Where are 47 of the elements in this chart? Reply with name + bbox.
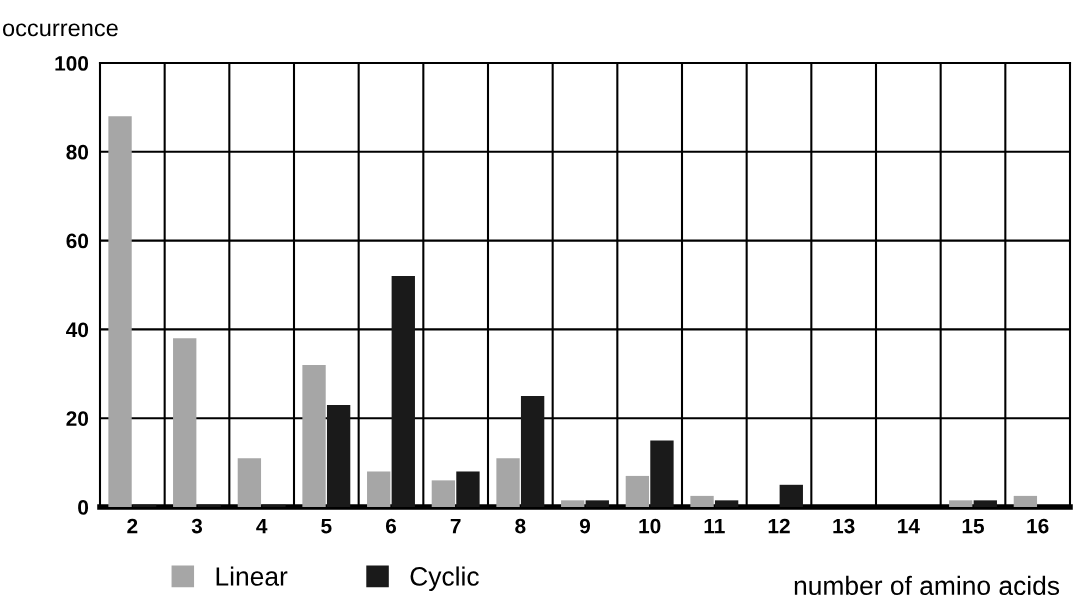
x-tick-label: 3 xyxy=(191,518,203,534)
x-tick-label: 13 xyxy=(833,518,855,534)
bar xyxy=(456,471,480,507)
bar xyxy=(431,480,456,507)
x-tick-label: 6 xyxy=(385,518,397,534)
x-tick-label: 2 xyxy=(127,518,138,534)
legend-label: Cyclic xyxy=(410,566,479,592)
y-tick-label: 0 xyxy=(78,500,89,515)
y-axis-title: occurrence xyxy=(2,23,118,37)
bar xyxy=(391,276,415,507)
y-tick-label: 80 xyxy=(66,144,89,160)
bar xyxy=(173,338,197,507)
x-tick-label: 7 xyxy=(450,518,461,534)
bar xyxy=(1013,495,1038,507)
bar xyxy=(625,475,650,507)
bar xyxy=(326,404,351,507)
bar xyxy=(779,484,803,507)
bar xyxy=(650,440,674,507)
bar xyxy=(302,364,326,507)
x-tick-label: 9 xyxy=(579,518,591,534)
x-tick-label: 12 xyxy=(768,518,790,534)
bar xyxy=(237,458,262,507)
bar xyxy=(714,500,739,507)
x-tick-label: 10 xyxy=(639,518,661,534)
x-tick-label: 11 xyxy=(704,518,725,534)
x-tick-label: 14 xyxy=(898,518,920,534)
y-tick-label: 40 xyxy=(66,322,89,338)
x-tick-label: 16 xyxy=(1027,518,1049,534)
bar xyxy=(496,458,520,507)
bar xyxy=(520,396,545,507)
x-tick-label: 15 xyxy=(962,518,985,534)
bar xyxy=(585,500,609,507)
y-tick-label: 20 xyxy=(66,411,89,426)
bar xyxy=(973,500,997,507)
legend-label: Linear xyxy=(216,566,288,586)
bar xyxy=(262,504,286,507)
x-tick-label: 8 xyxy=(515,518,526,534)
x-axis-title: number of amino acids xyxy=(794,575,1060,596)
bar xyxy=(108,116,132,507)
x-tick-label: 5 xyxy=(321,518,332,534)
y-tick-label: 60 xyxy=(66,233,89,249)
x-tick-label: 4 xyxy=(256,518,268,534)
bar xyxy=(690,495,714,507)
y-tick-label: 100 xyxy=(55,56,89,71)
bar xyxy=(367,471,391,507)
bar xyxy=(949,500,973,507)
bar xyxy=(561,500,585,507)
